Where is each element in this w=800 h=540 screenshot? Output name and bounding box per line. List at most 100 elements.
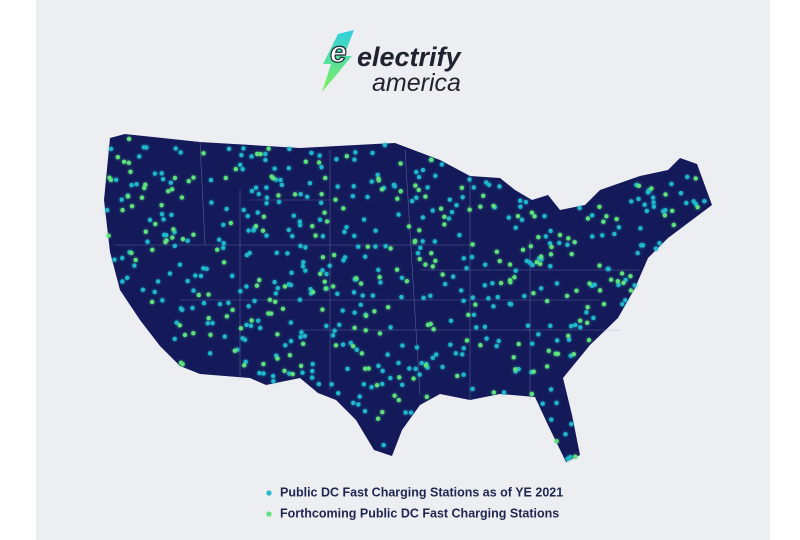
station-dot [355, 244, 361, 249]
station-dot [571, 351, 577, 357]
station-dot [206, 292, 211, 297]
station-dot [150, 247, 155, 253]
station-dot [363, 313, 369, 318]
station-dot [474, 325, 479, 330]
station-dot [467, 207, 472, 212]
station-dot [129, 204, 135, 209]
station-dot [420, 239, 425, 244]
station-dot [412, 239, 418, 245]
station-dot [289, 270, 294, 275]
station-dot [635, 250, 640, 256]
station-dot [288, 338, 294, 344]
station-dot [137, 154, 142, 159]
station-dot [388, 325, 393, 330]
station-dot [340, 342, 346, 347]
station-dot [646, 189, 651, 195]
station-dot [300, 264, 306, 269]
station-dot [511, 355, 516, 360]
station-dot [407, 366, 412, 371]
station-dot [446, 216, 452, 221]
station-dot [191, 288, 196, 293]
station-dot [240, 166, 245, 172]
station-dot [621, 280, 626, 286]
station-dot [590, 234, 595, 239]
station-dot [290, 233, 295, 239]
station-dot [190, 305, 195, 311]
station-dot [383, 243, 388, 249]
station-dot [261, 371, 266, 376]
station-dot [317, 271, 323, 277]
station-dot [466, 312, 471, 318]
station-dot [351, 290, 357, 295]
station-dot [302, 333, 308, 339]
station-dot [695, 204, 700, 210]
station-dot [279, 182, 285, 188]
station-dot [222, 334, 227, 339]
station-dot [693, 176, 698, 181]
station-dot [566, 236, 571, 241]
station-dot [638, 226, 643, 231]
station-dot [529, 391, 535, 397]
station-dot [266, 146, 271, 151]
station-dot [285, 251, 290, 256]
station-dot [403, 410, 408, 415]
station-dot [107, 175, 112, 180]
station-dot [554, 400, 559, 406]
station-dot [369, 385, 374, 390]
station-dot [414, 195, 419, 200]
station-dot [471, 312, 477, 318]
station-dot [323, 175, 328, 181]
station-dot [323, 286, 328, 291]
station-dot [454, 203, 459, 208]
state-border [404, 149, 421, 396]
station-dot [298, 191, 303, 197]
station-dot [270, 175, 276, 181]
station-dot [460, 352, 465, 357]
station-dot [112, 257, 117, 262]
station-dot [300, 341, 306, 346]
station-dot [297, 297, 303, 302]
station-dot [520, 247, 526, 252]
station-dot [398, 189, 403, 194]
station-dot [507, 262, 513, 267]
station-dot [650, 195, 656, 200]
station-dot [429, 157, 434, 163]
logo-line1: electrify [357, 42, 463, 72]
station-dot [413, 366, 418, 372]
station-dot [264, 200, 269, 206]
station-dot [461, 298, 466, 303]
station-dot [614, 216, 619, 222]
station-dot [177, 323, 183, 328]
station-dot [464, 265, 469, 271]
station-dot [209, 200, 214, 205]
station-dot [221, 222, 226, 227]
station-dot [447, 197, 453, 202]
station-dot [257, 277, 262, 283]
station-dot [134, 182, 139, 187]
station-dot [335, 291, 340, 296]
station-dot [350, 344, 356, 349]
station-dot [159, 211, 165, 217]
station-dot [481, 193, 486, 198]
station-dot [264, 195, 270, 200]
station-dot [543, 234, 549, 239]
station-dot [585, 216, 591, 221]
station-dot [317, 153, 322, 158]
station-dot [282, 368, 287, 374]
station-dot [172, 336, 177, 342]
station-dot [530, 262, 535, 268]
station-dot [144, 145, 149, 150]
station-dot [628, 273, 633, 279]
station-dot [478, 343, 483, 348]
station-dot [619, 271, 625, 276]
station-dot [507, 301, 512, 307]
station-dot [459, 185, 465, 190]
station-dot [221, 245, 226, 251]
station-dot [440, 272, 445, 277]
station-dot [531, 290, 536, 296]
station-dot [385, 352, 390, 357]
station-dot [608, 277, 614, 282]
station-dot [331, 252, 337, 258]
station-dot [491, 304, 496, 309]
station-dot [276, 193, 281, 198]
